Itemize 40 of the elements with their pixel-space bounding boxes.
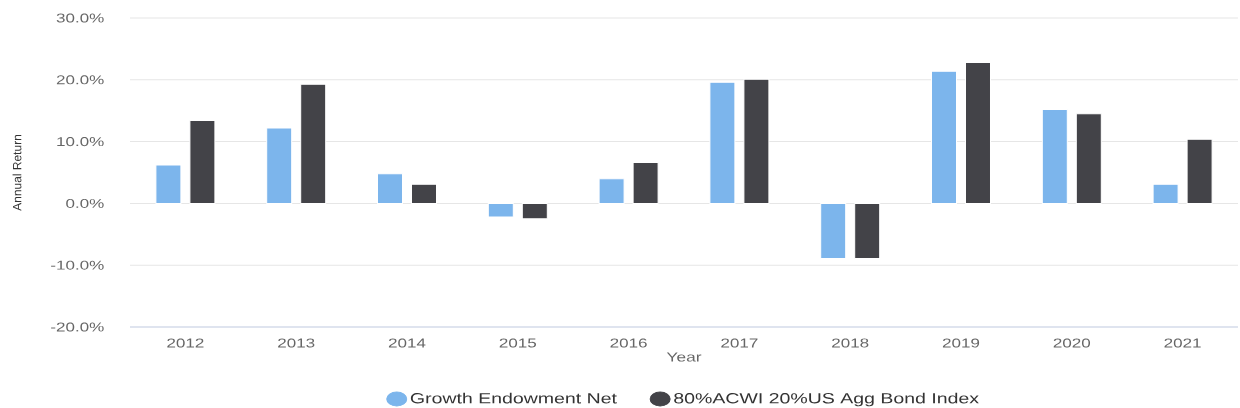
bar [487, 202, 514, 218]
bar [965, 62, 991, 204]
y-axis-title: Annual Return [12, 134, 22, 211]
bar [632, 162, 659, 204]
x-tick-label: 2017 [721, 338, 758, 348]
x-tick-label: 2014 [388, 338, 426, 348]
x-tick-label: 2012 [167, 338, 204, 348]
y-tick-label: -10.0% [51, 260, 104, 270]
y-tick-label: 10.0% [57, 137, 104, 147]
x-tick-label: 2020 [1053, 338, 1091, 348]
x-axis-title: Year [666, 352, 702, 362]
legend-label: 80%ACWI 20%US Agg Bond Index [674, 392, 979, 407]
bar [598, 178, 625, 204]
bar [266, 127, 293, 204]
bar [1041, 108, 1068, 204]
bar [1186, 138, 1213, 204]
x-tick-label: 2021 [1164, 338, 1201, 348]
y-tick-label: 0.0% [66, 198, 104, 208]
bar [411, 183, 437, 204]
bar [377, 173, 403, 204]
x-tick-label: 2015 [499, 338, 537, 348]
x-tick-label: 2018 [832, 338, 869, 348]
bar [854, 202, 881, 259]
bar [521, 202, 548, 220]
bar [820, 202, 847, 259]
y-tick-label: -20.0% [51, 322, 104, 332]
bar [931, 70, 957, 204]
y-tick-label: 30.0% [56, 13, 104, 23]
bar [1075, 113, 1102, 204]
bar [155, 164, 182, 204]
y-tick-label: 20.0% [56, 75, 104, 85]
bar [709, 81, 736, 204]
bar [743, 78, 770, 204]
bar [300, 83, 327, 204]
bar [189, 120, 216, 204]
x-tick-label: 2016 [610, 338, 647, 348]
bar [1152, 183, 1179, 204]
x-tick-label: 2013 [278, 338, 315, 348]
x-tick-label: 2019 [942, 338, 980, 348]
legend-label: Growth Endowment Net [410, 392, 617, 404]
